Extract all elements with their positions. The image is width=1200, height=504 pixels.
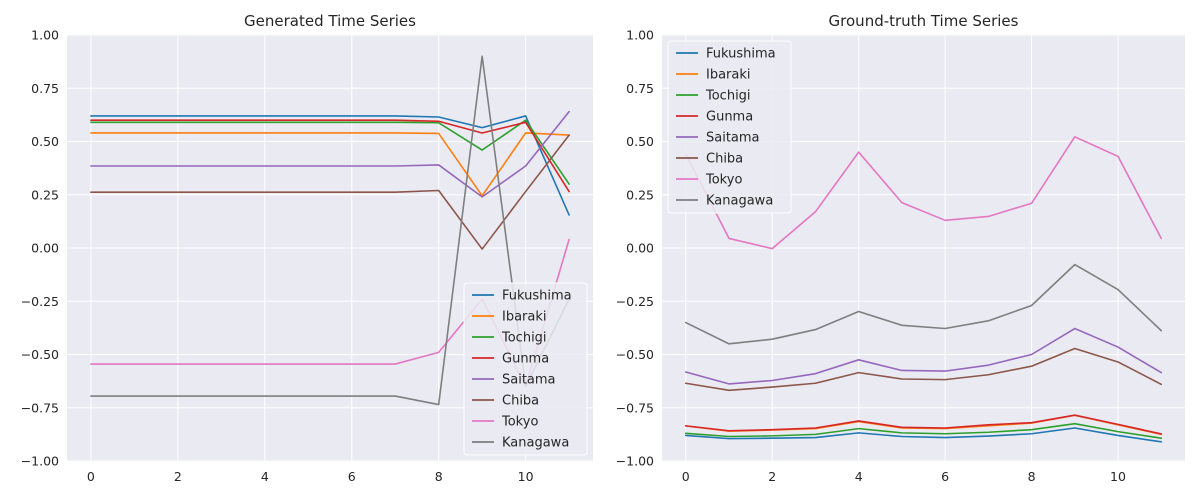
- y-tick-label: −0.75: [616, 400, 654, 415]
- x-tick-label: 8: [1028, 469, 1036, 484]
- x-tick-label: 10: [1110, 469, 1126, 484]
- legend-label: Fukushima: [502, 289, 572, 304]
- legend-label: Saitama: [502, 373, 556, 388]
- chart-title: Ground-truth Time Series: [829, 12, 1019, 30]
- y-tick-label: 0.00: [626, 241, 654, 256]
- legend-label: Tokyo: [705, 173, 742, 188]
- y-tick-label: −0.75: [21, 400, 59, 415]
- y-tick-label: 0.50: [31, 134, 59, 149]
- x-tick-label: 10: [518, 469, 534, 484]
- legend-label: Gunma: [502, 352, 549, 367]
- series-line-fukushima: [684, 427, 1163, 443]
- y-tick-label: 0.25: [31, 187, 59, 202]
- x-tick-label: 0: [682, 469, 690, 484]
- series-line-saitama: [684, 327, 1163, 385]
- series-line-saitama: [90, 110, 570, 198]
- series-line-gunma: [90, 119, 570, 193]
- y-tick-label: 1.00: [31, 28, 59, 43]
- legend-label: Gunma: [706, 110, 753, 125]
- y-tick-label: 0.75: [31, 81, 59, 96]
- x-tick-label: 4: [855, 469, 863, 484]
- legend-label: Chiba: [502, 394, 539, 409]
- legend: Fukushima Ibaraki Tochigi Gunma Saitama Chiba…: [667, 40, 792, 214]
- legend-label: Kanagawa: [502, 436, 569, 451]
- x-tick-label: 6: [941, 469, 949, 484]
- y-tick-label: 0.25: [626, 187, 654, 202]
- y-tick-label: −1.00: [21, 454, 59, 469]
- series-line-tochigi: [684, 422, 1163, 440]
- x-tick-label: 2: [174, 469, 182, 484]
- legend-label: Ibaraki: [502, 310, 547, 325]
- series-line-chiba: [684, 347, 1163, 392]
- y-tick-label: 1.00: [626, 28, 654, 43]
- y-tick-label: −0.50: [21, 347, 59, 362]
- x-tick-label: 2: [768, 469, 776, 484]
- legend-label: Ibaraki: [706, 68, 751, 83]
- legend: Fukushima Ibaraki Tochigi Gunma Saitama Chiba…: [463, 282, 588, 456]
- legend-label: Fukushima: [706, 47, 776, 62]
- series-line-tochigi: [90, 119, 570, 185]
- chart-panel-1: −1.00 −0.75 −0.50 −0.25 0.00 0.25 0.50 0.75 1.00…: [21, 12, 593, 484]
- legend-label: Saitama: [706, 131, 760, 146]
- x-tick-label: 4: [261, 469, 269, 484]
- x-tick-label: 8: [435, 469, 443, 484]
- y-tick-label: 0.75: [626, 81, 654, 96]
- y-tick-label: −0.25: [616, 294, 654, 309]
- y-tick-label: 0.00: [31, 241, 59, 256]
- legend-label: Chiba: [706, 152, 743, 167]
- x-tick-label: 6: [348, 469, 356, 484]
- series-line-kanagawa: [684, 263, 1163, 345]
- chart-panel-2: −1.00 −0.75 −0.50 −0.25 0.00 0.25 0.50 0.75 1.00…: [616, 12, 1185, 484]
- series-line-gunma: [684, 414, 1163, 435]
- legend-box: [667, 40, 792, 214]
- y-tick-label: −0.50: [616, 347, 654, 362]
- legend-label: Tokyo: [501, 415, 538, 430]
- legend-label: Tochigi: [501, 331, 547, 346]
- series-line-chiba: [90, 134, 570, 250]
- series-line-ibaraki: [90, 132, 570, 197]
- series-line-tokyo: [684, 136, 1163, 250]
- y-tick-label: 0.50: [626, 134, 654, 149]
- y-tick-label: −0.25: [21, 294, 59, 309]
- chart-title: Generated Time Series: [244, 12, 416, 30]
- x-tick-label: 0: [87, 469, 95, 484]
- series-line-kanagawa: [90, 55, 570, 406]
- legend-label: Tochigi: [705, 89, 751, 104]
- legend-box: [463, 282, 588, 456]
- series-line-fukushima: [90, 115, 570, 216]
- legend-label: Kanagawa: [706, 194, 773, 209]
- y-tick-label: −1.00: [616, 454, 654, 469]
